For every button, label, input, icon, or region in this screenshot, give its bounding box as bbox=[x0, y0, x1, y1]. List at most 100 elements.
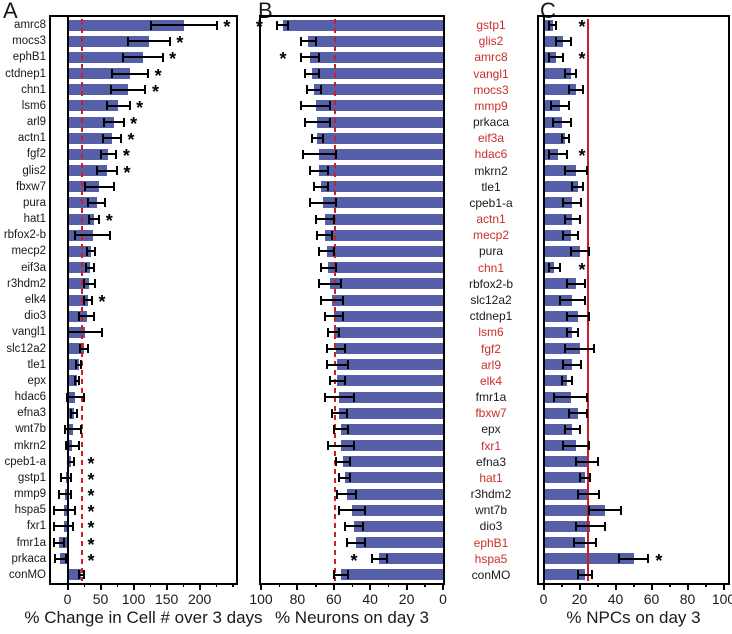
panel-a-bar-amrc8 bbox=[67, 19, 184, 31]
panel-b-bar-hspa5 bbox=[379, 553, 443, 565]
panel-a-error-cpeb1-a bbox=[67, 460, 75, 463]
panel-b-error-mecp2 bbox=[317, 234, 332, 237]
panel-a-row-label-cpeb1-a: cpeb1-a bbox=[4, 455, 46, 468]
panel-b-minor-tick-90 bbox=[278, 583, 281, 587]
panel-c-errcap-high-fxr1 bbox=[587, 441, 590, 451]
panel-c-errcap-high-pura bbox=[587, 246, 590, 256]
panel-a-sig-ephB1: * bbox=[169, 49, 177, 70]
panel-a-errcap-low-ctdnep1 bbox=[111, 69, 114, 79]
panel-c-bar-mecp2 bbox=[543, 229, 571, 241]
panel-a-bar-mecp2 bbox=[67, 245, 92, 257]
panel-c-bar-fxr1 bbox=[543, 440, 576, 452]
panel-c-minor-tick-50 bbox=[633, 583, 635, 587]
panel-a-row-label-chn1: chn1 bbox=[21, 83, 46, 96]
panel-a-row-label-r3hdm2: r3hdm2 bbox=[7, 277, 46, 290]
gene-label-r3hdm2: r3hdm2 bbox=[470, 487, 512, 502]
panel-a-errcap-low-pura bbox=[87, 198, 89, 208]
panel-b-errcap-low-arl9 bbox=[325, 360, 328, 370]
gene-label-cpeb1-a: cpeb1-a bbox=[469, 195, 513, 210]
gene-label-fgf2: fgf2 bbox=[480, 341, 501, 356]
panel-b-errcap-low-glis2 bbox=[300, 36, 303, 46]
panel-a-row-label-glis2: glis2 bbox=[22, 164, 46, 177]
panel-b-minor-tick-10 bbox=[424, 583, 426, 587]
panel-b-error-amrc8 bbox=[301, 56, 320, 59]
panel-c-bar-efna3 bbox=[543, 456, 587, 468]
panel-b-errcap-high-vangl1 bbox=[318, 69, 321, 79]
panel-b-error-fxr1 bbox=[328, 444, 354, 447]
panel-a-error-mocs3 bbox=[127, 40, 170, 43]
panel-a-errcap-high-lsm6 bbox=[128, 101, 131, 111]
panel-c-tick-40 bbox=[614, 583, 617, 590]
panel-b-errcap-low-lsm6 bbox=[327, 327, 330, 337]
panel-b-errcap-high-mkrn2 bbox=[327, 166, 330, 176]
panel-b-errcap-low-mecp2 bbox=[316, 230, 319, 240]
panel-a-error-actn1 bbox=[102, 137, 122, 140]
panel-c-bar-cpeb1-a bbox=[543, 197, 573, 209]
panel-a-plot bbox=[49, 15, 238, 585]
panel-c-errcap-low-fxr1 bbox=[562, 441, 565, 451]
panel-c-errcap-low-fmr1a bbox=[553, 392, 556, 402]
panel-a-bar-slc12a2 bbox=[67, 343, 85, 354]
panel-b-bar-hat1 bbox=[344, 472, 443, 484]
panel-c-error-conMO bbox=[577, 573, 593, 576]
panel-c-errcap-low-conMO bbox=[576, 570, 579, 580]
panel-a-errcap-high-hdac6 bbox=[83, 392, 86, 402]
panel-b-bar-efna3 bbox=[342, 456, 443, 468]
gene-label-prkaca: prkaca bbox=[472, 115, 510, 130]
panel-a-bar-eif3a bbox=[67, 262, 90, 274]
panel-c-tick-label-80: 80 bbox=[679, 591, 696, 607]
panel-b-tick-100 bbox=[260, 583, 262, 590]
panel-c-errcap-high-hspa5 bbox=[646, 554, 649, 564]
panel-c-errcap-high-wnt7b bbox=[619, 505, 622, 515]
panel-b-bar-lsm6 bbox=[333, 326, 443, 338]
panel-c-errcap-low-slc12a2 bbox=[558, 295, 561, 305]
panel-b-errcap-low-dio3 bbox=[343, 521, 346, 531]
panel-a-errcap-low-lsm6 bbox=[106, 101, 109, 111]
panel-c-error-fgf2 bbox=[565, 347, 594, 350]
panel-c-errcap-high-elk4 bbox=[571, 376, 574, 386]
panel-a-sig-elk4: * bbox=[98, 292, 106, 312]
panel-c-reference-line bbox=[586, 19, 589, 581]
panel-b-error-efna3 bbox=[335, 460, 351, 463]
panel-b-errcap-high-mocs3 bbox=[320, 85, 323, 95]
panel-c-error-r3hdm2 bbox=[577, 493, 600, 496]
panel-b-errcap-low-ctdnep1 bbox=[323, 311, 326, 321]
panel-b-sig-hspa5: * bbox=[350, 550, 358, 571]
panel-b-bar-fgf2 bbox=[335, 343, 443, 354]
panel-b-errcap-high-arl9 bbox=[347, 360, 350, 370]
panel-b-errcap-high-mmp9 bbox=[329, 101, 332, 111]
panel-b-error-conMO bbox=[333, 573, 349, 576]
panel-a-errcap-high-mecp2 bbox=[94, 246, 97, 256]
gene-label-eif3a: eif3a bbox=[477, 131, 505, 146]
panel-a-row-label-prkaca: prkaca bbox=[11, 552, 46, 565]
panel-c-bar-elk4 bbox=[543, 375, 567, 387]
panel-b-tick-80 bbox=[296, 583, 299, 590]
panel-a-errcap-high-elk4 bbox=[90, 295, 93, 305]
panel-a-errcap-high-fgf2 bbox=[115, 149, 118, 159]
panel-c-minor-tick-90 bbox=[705, 583, 707, 587]
panel-c-errcap-high-chn1 bbox=[558, 263, 561, 273]
panel-c-errcap-high-cpeb1-a bbox=[580, 198, 583, 208]
panel-c-errcap-high-mmp9 bbox=[567, 101, 570, 111]
panel-b-errcap-high-actn1 bbox=[332, 214, 335, 224]
panel-b-bar-fxr1 bbox=[341, 440, 443, 452]
panel-c-bar-fgf2 bbox=[543, 343, 580, 354]
panel-c-error-wnt7b bbox=[588, 509, 621, 512]
panel-a-row-label-elk4: elk4 bbox=[24, 294, 46, 306]
panel-c-errcap-high-fmr1a bbox=[585, 392, 588, 402]
panel-a-error-ephB1 bbox=[123, 56, 163, 59]
panel-b-errcap-low-vangl1 bbox=[303, 69, 306, 79]
panel-b-errcap-low-fbxw7 bbox=[330, 408, 333, 418]
panel-a-tick-0 bbox=[66, 583, 69, 590]
panel-c-sig-amrc8: * bbox=[578, 49, 586, 70]
panel-c-errcap-low-mocs3 bbox=[567, 85, 570, 95]
panel-b-errcap-low-pura bbox=[318, 246, 321, 256]
panel-a-errcap-high-dio3 bbox=[92, 311, 95, 321]
gene-label-slc12a2: slc12a2 bbox=[470, 293, 512, 307]
panel-a-errcap-high-ephB1 bbox=[161, 52, 164, 62]
panel-c-errcap-high-arl9 bbox=[580, 360, 583, 370]
panel-b-error-gstp1 bbox=[277, 24, 289, 27]
panel-a-errcap-low-mkrn2 bbox=[64, 441, 67, 451]
panel-b-tick-label-20: 20 bbox=[398, 591, 415, 607]
panel-b-errcap-high-fxr1 bbox=[352, 441, 355, 451]
